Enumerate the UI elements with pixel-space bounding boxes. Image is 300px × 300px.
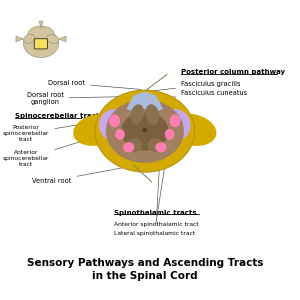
Text: Posterior column pathway: Posterior column pathway xyxy=(181,69,285,75)
Ellipse shape xyxy=(146,104,159,124)
Ellipse shape xyxy=(99,109,130,141)
Ellipse shape xyxy=(155,142,167,152)
Ellipse shape xyxy=(24,34,35,43)
Ellipse shape xyxy=(123,142,134,152)
Text: Anterior
spinocerebellar
tract: Anterior spinocerebellar tract xyxy=(3,137,96,167)
Text: Spinothalamic tracts: Spinothalamic tracts xyxy=(114,209,196,215)
Ellipse shape xyxy=(121,112,169,151)
Ellipse shape xyxy=(28,26,54,42)
Text: in the Spinal Cord: in the Spinal Cord xyxy=(92,271,198,281)
Ellipse shape xyxy=(126,138,142,152)
Text: Sensory Pathways and Ascending Tracts: Sensory Pathways and Ascending Tracts xyxy=(26,258,263,268)
Ellipse shape xyxy=(109,114,120,128)
Ellipse shape xyxy=(148,138,164,152)
Polygon shape xyxy=(127,92,163,112)
Ellipse shape xyxy=(23,29,58,58)
Polygon shape xyxy=(58,36,66,42)
Text: Posterior
spinocerebellar
tract: Posterior spinocerebellar tract xyxy=(3,122,94,142)
FancyBboxPatch shape xyxy=(34,39,47,49)
Text: Fasciculus cuneatus: Fasciculus cuneatus xyxy=(163,90,247,98)
Ellipse shape xyxy=(106,99,184,163)
Ellipse shape xyxy=(159,109,190,141)
Ellipse shape xyxy=(165,129,174,140)
Text: Spinocerebellar tracts: Spinocerebellar tracts xyxy=(15,113,104,119)
Ellipse shape xyxy=(95,90,195,172)
Ellipse shape xyxy=(73,114,122,146)
Ellipse shape xyxy=(169,114,180,128)
Ellipse shape xyxy=(142,128,147,132)
Text: Dorsal root: Dorsal root xyxy=(48,80,141,89)
Text: Ventral root: Ventral root xyxy=(32,166,131,184)
Polygon shape xyxy=(16,36,23,42)
Ellipse shape xyxy=(167,114,216,146)
Text: Fasciculus gracilis: Fasciculus gracilis xyxy=(153,81,241,91)
Text: Anterior spinothalamic tract: Anterior spinothalamic tract xyxy=(114,151,199,227)
Polygon shape xyxy=(39,21,43,28)
Ellipse shape xyxy=(115,129,125,140)
Text: Dorsal root
ganglion: Dorsal root ganglion xyxy=(27,92,122,105)
Ellipse shape xyxy=(47,34,58,43)
Text: Lateral spinothalamic tract: Lateral spinothalamic tract xyxy=(114,138,195,236)
Ellipse shape xyxy=(130,104,144,124)
